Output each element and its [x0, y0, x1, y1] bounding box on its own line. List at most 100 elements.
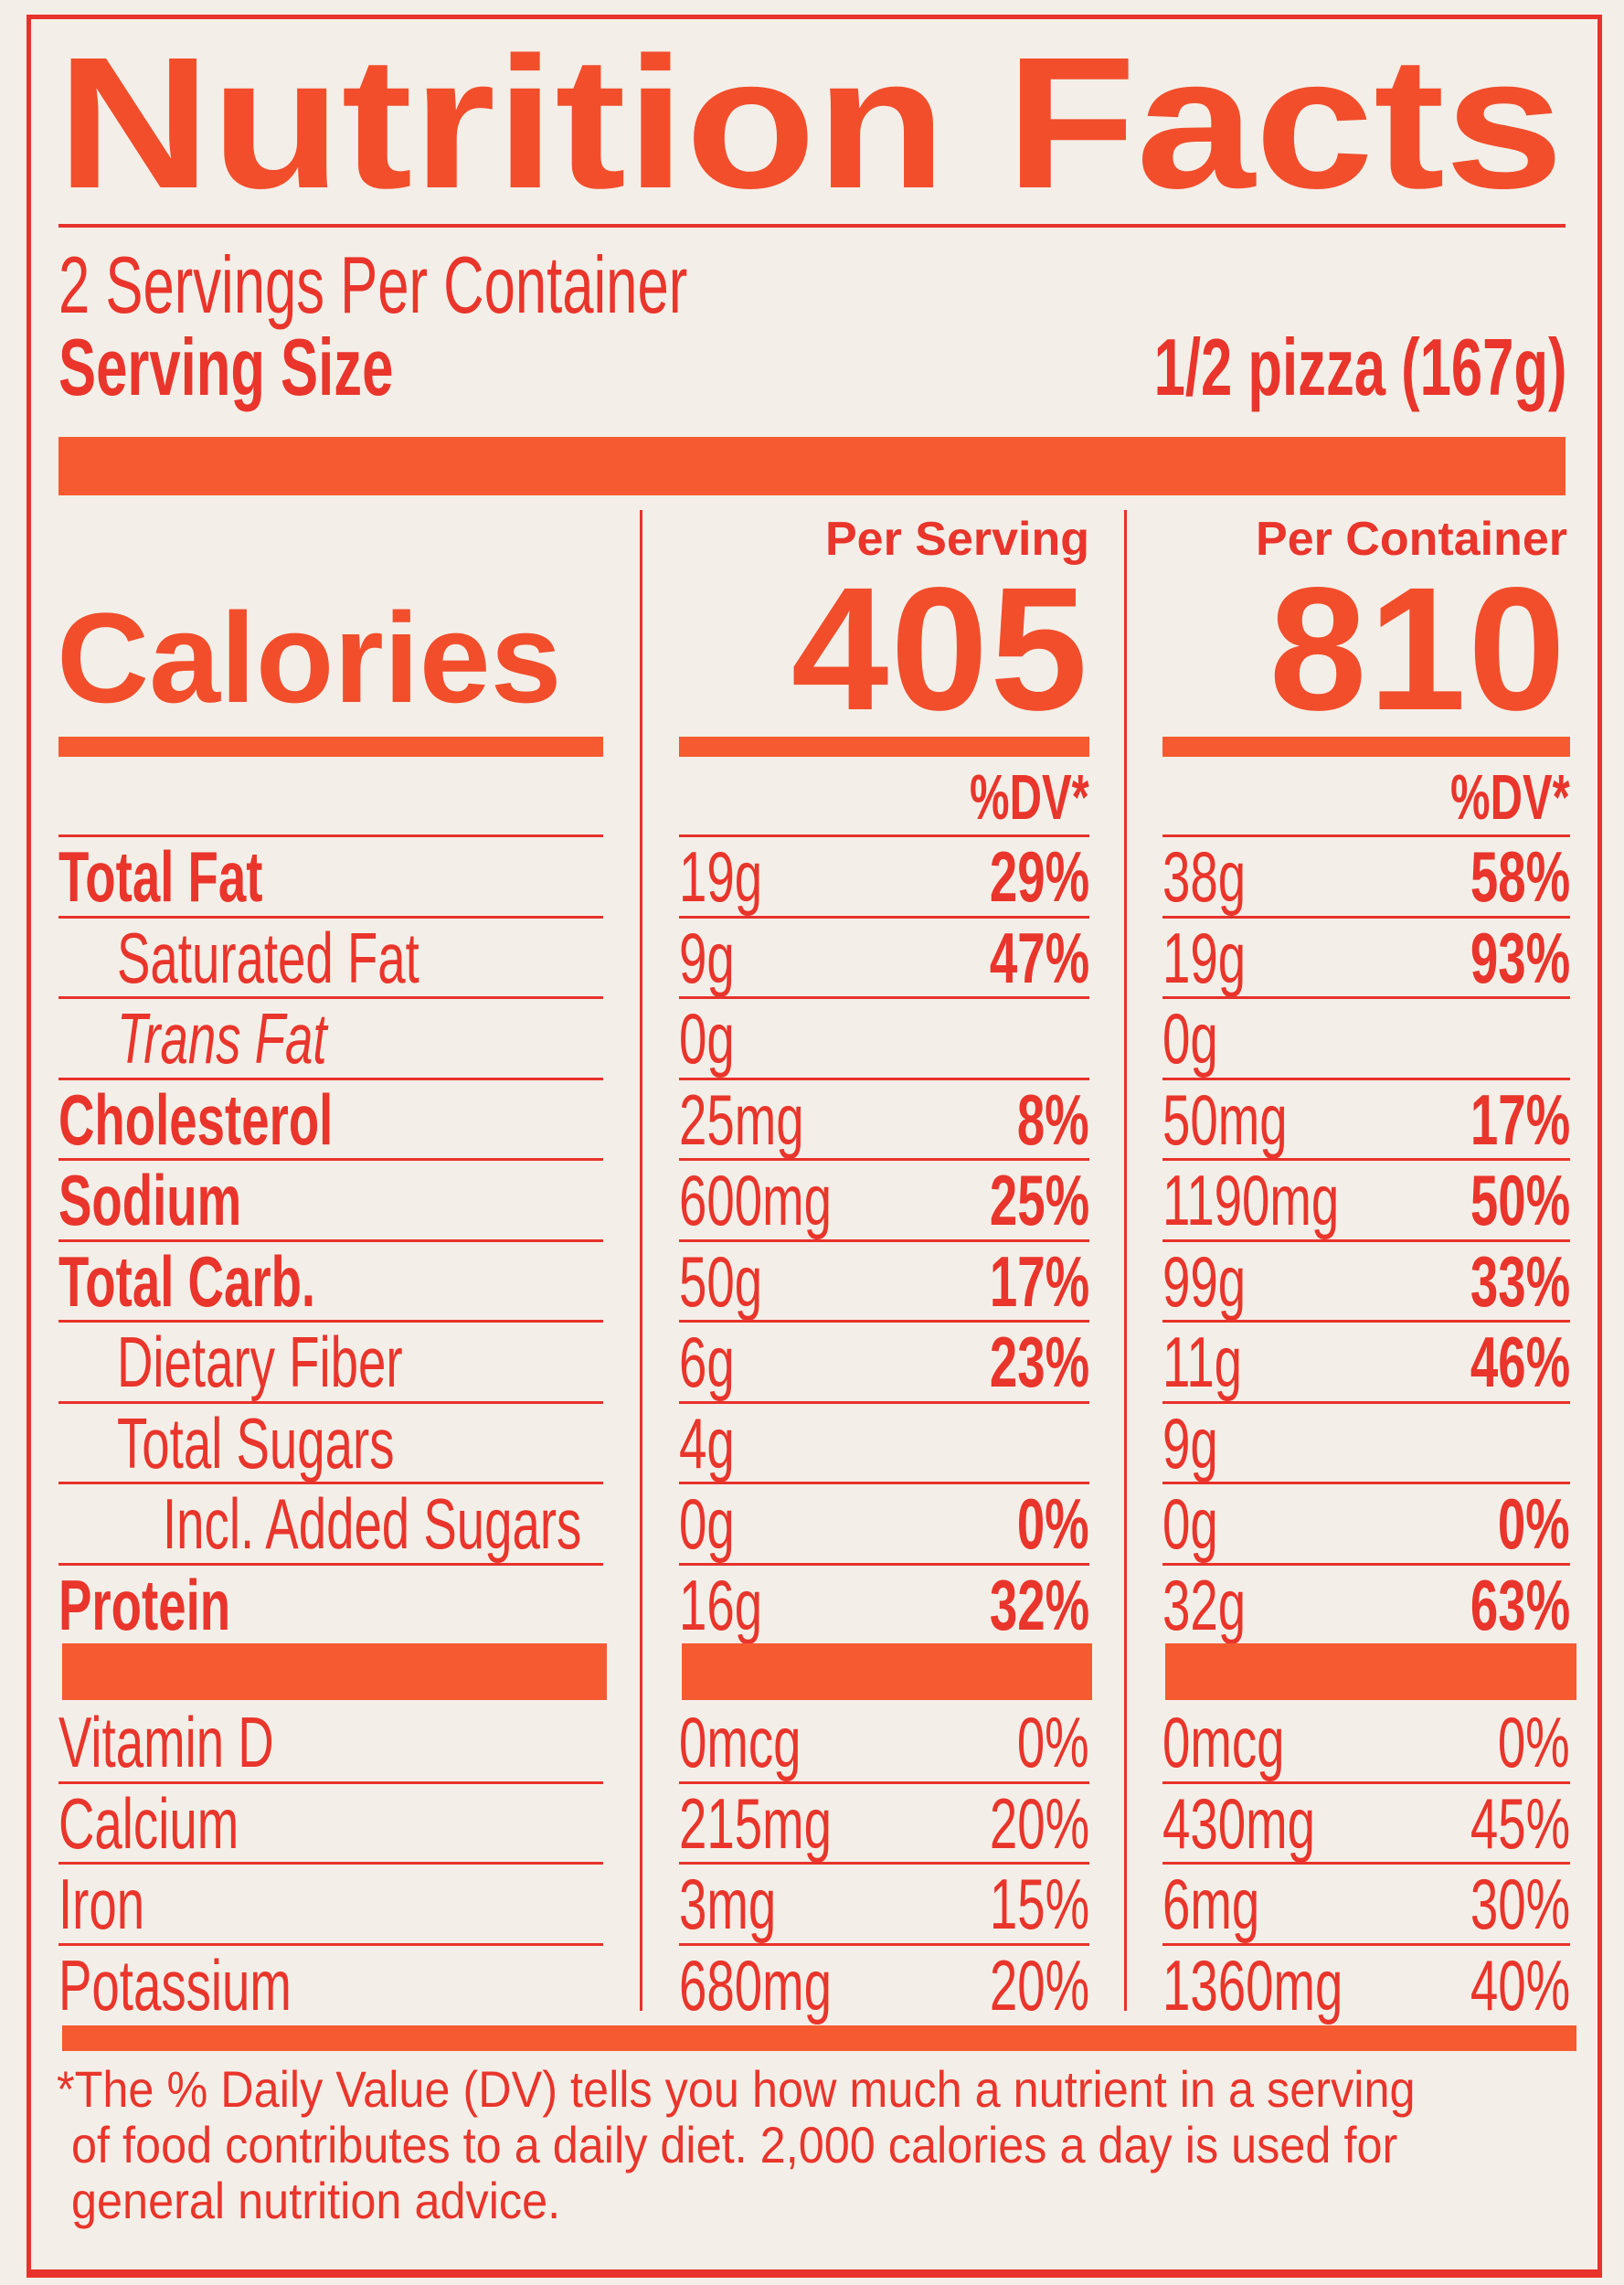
dv-heading-container-text: %DV* [1450, 761, 1570, 833]
container-amount-text: 19g [1162, 917, 1247, 998]
per-serving-cell: 4g [679, 1400, 1089, 1483]
per-serving-cell: 19g 29% [679, 834, 1089, 915]
thick-divider-vitamins-label [62, 1643, 607, 1700]
dv-heading-serving-text: %DV* [970, 761, 1089, 833]
nutrient-row: Incl. Added Sugars 0g 0% 0g 0% [0, 1482, 1624, 1562]
container-amount: 99g [1162, 1245, 1281, 1318]
nutrient-name-cell: Potassium [58, 1942, 603, 2024]
per-serving-heading: Per Serving [824, 513, 1089, 566]
serving-size-label-text: Serving Size [58, 322, 394, 412]
nutrient-row: Saturated Fat 9g 47% 19g 93% [0, 915, 1624, 998]
nutrient-row: Cholesterol 25mg 8% 50mg 17% [0, 1077, 1624, 1158]
nutrient-label-text: Total Sugars [117, 1402, 395, 1483]
nutrient-label-text: Saturated Fat [117, 917, 419, 998]
container-amount-text: 1360mg [1162, 1944, 1343, 2025]
serving-amount: 19g [679, 840, 798, 913]
container-dv: 0% [1467, 1487, 1570, 1560]
per-serving-cell: 680mg 20% [679, 1942, 1089, 2025]
title-divider [58, 224, 1566, 228]
footnote-line: general nutrition advice. [71, 2172, 561, 2229]
per-container-cell: 38g 58% [1162, 834, 1570, 915]
nutrient-name-cell: Trans Fat [58, 996, 603, 1077]
nutrient-name-cell: Saturated Fat [58, 915, 603, 998]
container-dv: 58% [1428, 840, 1570, 913]
serving-size-value: 1/2 pizza (167g) [977, 327, 1567, 408]
per-container-cell: 6mg 30% [1162, 1862, 1570, 1942]
per-serving-cell: 3mg 15% [679, 1862, 1089, 1942]
nutrient-name-cell: Iron [58, 1862, 603, 1942]
nutrient-row: Sodium 600mg 25% 1190mg 50% [0, 1158, 1624, 1238]
per-container-cell: 50mg 17% [1162, 1077, 1570, 1158]
thick-divider-vitamins-container [1165, 1643, 1576, 1700]
footnote-line: *The % Daily Value (DV) tells you how mu… [57, 2060, 1416, 2118]
nutrient-name-cell: Vitamin D [58, 1700, 603, 1780]
container-dv-text: 40% [1470, 1944, 1570, 2025]
container-dv: 45% [1428, 1787, 1570, 1860]
container-dv: 17% [1428, 1083, 1570, 1156]
container-amount-text: 0g [1162, 1483, 1218, 1564]
serving-amount-text: 4g [679, 1402, 735, 1483]
container-dv-text: 0% [1498, 1702, 1570, 1782]
serving-amount-text: 215mg [679, 1782, 832, 1864]
container-dv-text: 50% [1470, 1160, 1570, 1240]
nutrient-row: Total Sugars 4g 9g [0, 1400, 1624, 1483]
container-amount-text: 0mcg [1162, 1702, 1285, 1782]
container-amount: 1190mg [1162, 1164, 1415, 1237]
thick-divider-bottom [62, 2025, 1576, 2051]
container-amount: 9g [1162, 1407, 1242, 1480]
nutrient-label: Iron [58, 1867, 181, 1940]
nutrient-label-text: Total Fat [58, 836, 263, 917]
container-amount-text: 0g [1162, 998, 1218, 1079]
nutrient-label: Sodium [58, 1164, 320, 1237]
per-container-cell: 1190mg 50% [1162, 1158, 1570, 1238]
container-dv-text: 0% [1498, 1483, 1570, 1564]
nutrient-label-text: Dietary Fiber [117, 1322, 403, 1402]
nutrient-label: Dietary Fiber [117, 1325, 525, 1398]
serving-amount: 16g [679, 1568, 798, 1642]
container-dv-text: 30% [1470, 1864, 1570, 1944]
nutrient-name-cell: Total Carb. [58, 1238, 603, 1322]
serving-dv: 0% [986, 1487, 1089, 1560]
serving-amount: 25mg [679, 1083, 857, 1156]
serving-dv-text: 20% [989, 1944, 1089, 2025]
calories-label: Calories [57, 586, 562, 729]
container-amount-text: 38g [1162, 836, 1247, 917]
container-dv-text: 58% [1470, 836, 1570, 917]
nutrient-row: Total Fat 19g 29% 38g 58% [0, 834, 1624, 915]
serving-amount-text: 19g [679, 836, 763, 917]
serving-dv: 20% [947, 1949, 1089, 2022]
calories-per-serving: 405 [791, 550, 1089, 747]
calories-per-container: 810 [1268, 550, 1567, 747]
serving-amount: 6g [679, 1325, 759, 1398]
nutrient-label: Protein [58, 1568, 304, 1642]
container-amount: 38g [1162, 840, 1281, 913]
dv-heading-container: %DV* [1399, 760, 1570, 834]
per-serving-cell: 0mcg 0% [679, 1700, 1089, 1780]
serving-amount-text: 6g [679, 1322, 735, 1402]
per-container-cell: 0g 0% [1162, 1482, 1570, 1562]
nutrient-name-cell: Sodium [58, 1158, 603, 1238]
thick-divider-top [58, 437, 1566, 495]
per-serving-cell: 50g 17% [679, 1238, 1089, 1320]
nutrient-name-cell: Protein [58, 1562, 603, 1643]
container-amount: 0g [1162, 1002, 1242, 1075]
serving-amount: 215mg [679, 1787, 897, 1860]
per-container-cell: 9g [1162, 1400, 1570, 1482]
nutrient-label-text: Total Carb. [58, 1240, 316, 1322]
serving-amount: 0mcg [679, 1706, 854, 1779]
per-container-cell: 0mcg 0% [1162, 1700, 1570, 1780]
serving-dv: 8% [986, 1083, 1089, 1156]
nutrient-name-cell: Incl. Added Sugars [58, 1482, 603, 1562]
nutrient-label: Calcium [58, 1787, 316, 1860]
nutrient-name-cell: Total Sugars [58, 1400, 603, 1483]
serving-amount-text: 680mg [679, 1944, 832, 2025]
container-amount: 1360mg [1162, 1949, 1420, 2022]
per-container-cell: 1360mg 40% [1162, 1942, 1570, 2025]
serving-amount-text: 9g [679, 917, 735, 998]
nutrient-label: Cholesterol [58, 1083, 451, 1156]
serving-dv-text: 0% [1017, 1702, 1089, 1782]
container-amount-text: 99g [1162, 1240, 1247, 1322]
container-amount-text: 430mg [1162, 1782, 1315, 1864]
vitamin-row: Calcium 215mg 20% 430mg 45% [0, 1780, 1624, 1864]
per-serving-cell: 25mg 8% [679, 1077, 1089, 1158]
